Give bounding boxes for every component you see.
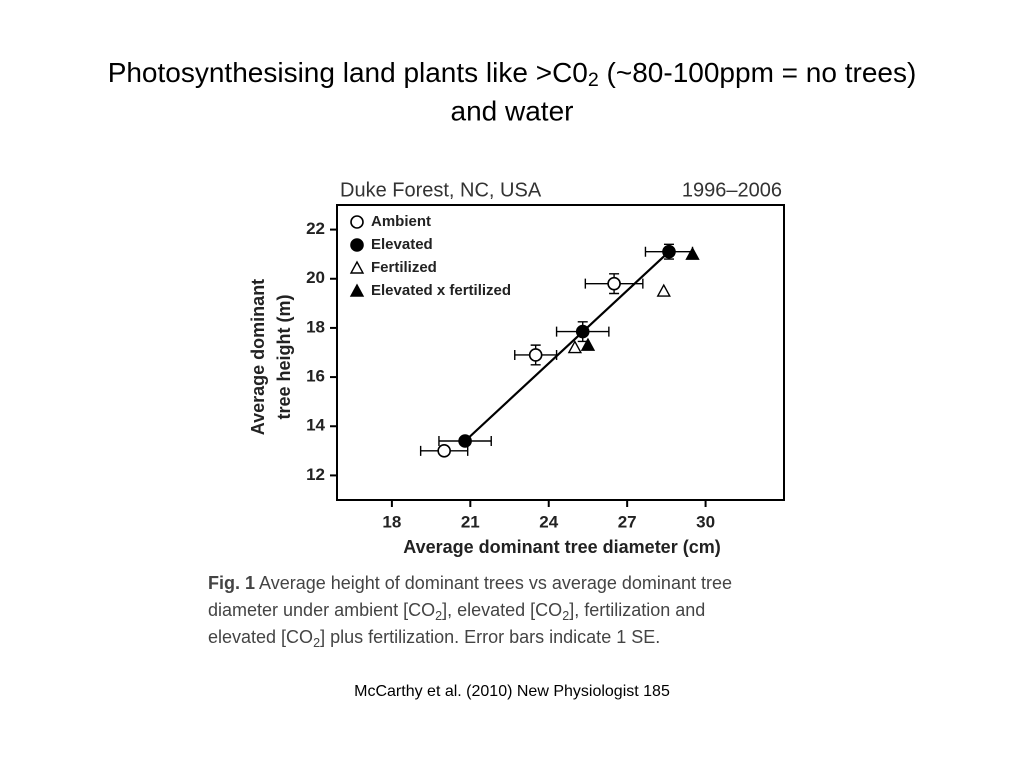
x-tick-label: 27 bbox=[618, 512, 637, 531]
legend-label: Ambient bbox=[371, 213, 431, 230]
y-tick-label: 20 bbox=[306, 268, 325, 287]
plot-frame bbox=[336, 204, 785, 501]
y-axis-label: Average dominant bbox=[248, 279, 268, 435]
point bbox=[437, 444, 451, 458]
slide-title: Photosynthesising land plants like >C02 … bbox=[108, 57, 917, 91]
point bbox=[458, 434, 472, 448]
legend-marker bbox=[349, 260, 365, 274]
text-run: (~80-100ppm = no trees) bbox=[599, 57, 917, 88]
y-tick-label: 16 bbox=[306, 367, 325, 386]
point bbox=[656, 283, 671, 297]
y-tick-label: 18 bbox=[306, 317, 325, 336]
x-tick-label: 30 bbox=[696, 512, 715, 531]
x-axis-label: Average dominant tree diameter (cm) bbox=[403, 537, 720, 557]
caption-label: Fig. 1 bbox=[208, 573, 255, 593]
y-tick-label: 22 bbox=[306, 219, 325, 238]
y-tick-label: 14 bbox=[306, 416, 325, 435]
legend-label: Elevated x fertilized bbox=[371, 282, 511, 299]
caption: diameter under ambient [CO2], elevated [… bbox=[208, 600, 705, 624]
chart-title: Duke Forest, NC, USA bbox=[340, 179, 542, 201]
subscript: 2 bbox=[562, 609, 569, 623]
point bbox=[528, 348, 543, 362]
text-run: Average height of dominant trees vs aver… bbox=[255, 573, 732, 593]
subscript: 2 bbox=[588, 69, 599, 91]
caption: Fig. 1 Average height of dominant trees … bbox=[208, 573, 732, 593]
legend-label: Fertilized bbox=[371, 259, 437, 276]
text-run: ] plus fertilization. Error bars indicat… bbox=[320, 627, 660, 647]
point bbox=[607, 276, 621, 291]
point bbox=[575, 324, 590, 339]
subscript: 2 bbox=[313, 636, 320, 650]
text-run: ], elevated [CO bbox=[442, 600, 562, 620]
y-tick-label: 12 bbox=[306, 465, 325, 484]
y-axis-label: tree height (m) bbox=[274, 294, 294, 419]
legend-marker bbox=[350, 215, 364, 229]
x-tick-label: 21 bbox=[461, 512, 480, 531]
legend-marker bbox=[349, 283, 365, 297]
legend-label: Elevated bbox=[371, 236, 433, 253]
point bbox=[685, 246, 700, 260]
point bbox=[662, 244, 676, 259]
text-run: Photosynthesising land plants like >C0 bbox=[108, 57, 588, 88]
text-run: ], fertilization and bbox=[569, 600, 705, 620]
text-run: diameter under ambient [CO bbox=[208, 600, 435, 620]
citation: McCarthy et al. (2010) New Physiologist … bbox=[354, 683, 670, 700]
legend-marker bbox=[350, 238, 364, 252]
x-tick-label: 18 bbox=[382, 512, 401, 531]
x-tick-label: 24 bbox=[539, 512, 558, 531]
point bbox=[580, 337, 596, 351]
fit-line bbox=[464, 250, 670, 442]
subscript: 2 bbox=[435, 609, 442, 623]
text-run: elevated [CO bbox=[208, 627, 313, 647]
slide-title-line2: and water bbox=[451, 95, 574, 126]
point bbox=[567, 340, 583, 354]
chart-subtitle: 1996–2006 bbox=[682, 179, 782, 201]
caption: elevated [CO2] plus fertilization. Error… bbox=[208, 627, 660, 651]
